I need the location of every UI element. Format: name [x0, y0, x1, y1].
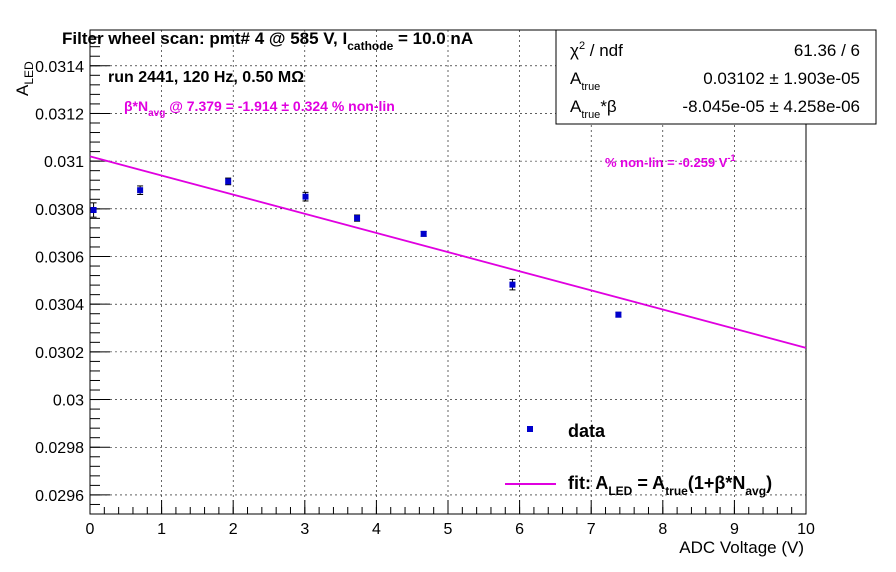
y-tick-label: 0.0304 [35, 297, 84, 314]
data-marker [225, 178, 232, 185]
y-tick-label: 0.0312 [35, 106, 84, 123]
data-marker [615, 311, 622, 318]
stats-box-frame [555, 29, 877, 125]
stats-chi-sup: 2 [579, 40, 585, 52]
data-point [90, 202, 97, 218]
legend-fit-label: fit: ALED = Atrue(1+β*Navg) [568, 473, 772, 498]
stats-row-chi2-value: 61.36 / 6 [794, 41, 860, 60]
legend-fit-p4: (1+β*N [688, 473, 746, 493]
y-tick-label: 0.0298 [35, 440, 84, 457]
stats-atrue-sub: true [581, 81, 600, 93]
x-tick-label: 8 [658, 521, 667, 538]
y-tick-label: 0.0308 [35, 202, 84, 219]
chart-title-post: = 10.0 nA [393, 29, 473, 48]
data-marker [90, 207, 97, 214]
stats-atruebeta-main: A [570, 97, 582, 116]
nonlin-annotation-sub: avg [148, 108, 165, 119]
stats-row-atrue-label: Atrue [570, 69, 600, 93]
stats-chi-symbol: χ [570, 41, 579, 60]
stats-box: χ2 / ndf 61.36 / 6 Atrue 0.03102 ± 1.903… [555, 29, 877, 125]
data-point [420, 230, 427, 237]
data-point [137, 185, 144, 196]
chart-title-sub: cathode [347, 39, 393, 53]
slope-annotation-sup: -1 [727, 153, 735, 163]
y-tick-label: 0.0296 [35, 488, 84, 505]
y-tick-label: 0.03 [53, 393, 84, 410]
legend-fit-p2: = A [632, 473, 665, 493]
stats-chi-post: / ndf [585, 41, 623, 60]
data-marker [354, 215, 361, 222]
x-tick-label: 5 [444, 521, 453, 538]
x-tick-label: 6 [515, 521, 524, 538]
data-point [225, 177, 232, 186]
slope-annotation: % non-lin = -0.259 V-1 [605, 153, 735, 170]
legend-data-marker [527, 426, 533, 432]
nonlin-annotation-pre: β*N [124, 98, 148, 114]
legend: data fit: ALED = Atrue(1+β*Navg) [505, 421, 772, 498]
x-tick-label: 4 [372, 521, 381, 538]
fit-line [89, 155, 807, 349]
tick-labels: 0 1 2 3 4 5 6 7 8 9 10 0.0296 0.0298 0.03 0.0302 0.0304… [35, 59, 815, 538]
data-marker [509, 281, 516, 288]
nonlin-annotation-post: @ 7.379 = -1.914 ± 0.324 % non-lin [165, 98, 395, 114]
legend-fit-p3: true [665, 484, 688, 498]
y-tick-label: 0.0302 [35, 345, 84, 362]
y-axis-label-main: A [13, 84, 32, 96]
legend-fit-p6: ) [766, 473, 772, 493]
x-tick-label: 2 [229, 521, 238, 538]
data-point [302, 191, 309, 202]
data-point [354, 214, 361, 222]
stats-atrue-main: A [570, 69, 582, 88]
y-axis-label: ALED [13, 61, 36, 96]
legend-fit-p5: avg [745, 484, 766, 498]
nonlin-annotation: β*Navg @ 7.379 = -1.914 ± 0.324 % non-li… [124, 98, 395, 119]
stats-row-atrue-value: 0.03102 ± 1.903e-05 [703, 69, 860, 88]
data-marker [137, 187, 144, 194]
y-tick-label: 0.0314 [35, 59, 84, 76]
x-tick-label: 1 [157, 521, 166, 538]
stats-atruebeta-sub: true [581, 109, 600, 121]
chart-title-main: Filter wheel scan: pmt# 4 @ 585 V, I [62, 29, 347, 48]
x-tick-label: 7 [587, 521, 596, 538]
slope-annotation-text: % non-lin = -0.259 V [605, 155, 728, 170]
data-point [509, 278, 516, 291]
y-tick-label: 0.0306 [35, 250, 84, 267]
chart-title: Filter wheel scan: pmt# 4 @ 585 V, Icath… [62, 29, 473, 53]
stats-row-chi2-label: χ2 / ndf [570, 40, 623, 60]
stats-atruebeta-post: *β [600, 97, 617, 116]
legend-data-label: data [568, 421, 606, 441]
data-marker [420, 230, 427, 237]
x-tick-label: 9 [730, 521, 739, 538]
data-series [90, 177, 622, 318]
stats-row-atruebeta-value: -8.045e-05 ± 4.258e-06 [682, 97, 860, 116]
y-tick-label: 0.031 [44, 154, 84, 171]
data-point [615, 311, 622, 318]
stats-row-atruebeta-label: Atrue*β [570, 97, 617, 121]
data-marker [302, 193, 309, 200]
legend-fit-p0: fit: A [568, 473, 608, 493]
x-tick-label: 3 [300, 521, 309, 538]
y-axis-label-sub: LED [22, 61, 36, 85]
run-info: run 2441, 120 Hz, 0.50 MΩ [108, 69, 304, 86]
x-tick-label: 10 [797, 521, 815, 538]
fit-series [89, 155, 807, 349]
x-tick-label: 0 [86, 521, 95, 538]
x-axis-label: ADC Voltage (V) [679, 538, 804, 557]
legend-fit-p1: LED [608, 484, 632, 498]
